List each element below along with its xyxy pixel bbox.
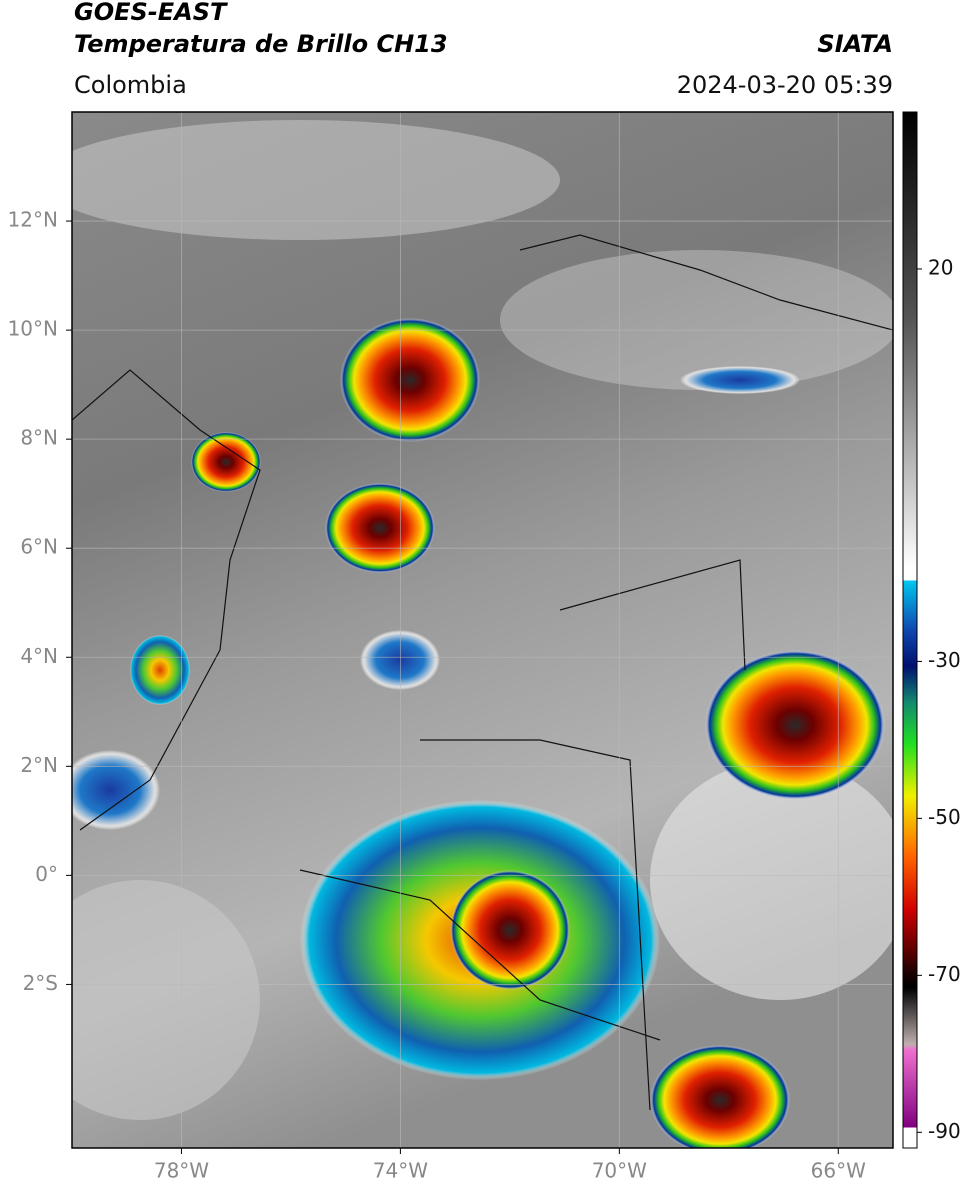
storm — [650, 1045, 790, 1148]
cloud-cell — [72, 750, 160, 830]
cloud-cell — [130, 635, 190, 705]
colorbar-tick-label: -30 — [928, 648, 961, 672]
storm — [191, 432, 261, 492]
lat-tick-label: 4°N — [20, 644, 58, 668]
lat-tick-label: 8°N — [20, 426, 58, 450]
lat-tick-label: 6°N — [20, 535, 58, 559]
lon-tick-label: 66°W — [811, 1159, 866, 1183]
lon-tick-label: 70°W — [592, 1159, 647, 1183]
lat-tick-label: 0° — [35, 862, 58, 886]
region: Colombia — [74, 71, 187, 99]
map-frame — [71, 111, 894, 1149]
lat-tick-label: 2°N — [20, 753, 58, 777]
title: GOES-EAST — [74, 0, 228, 26]
satellite-image — [72, 112, 893, 1148]
title: Temperatura de Brillo CH13 — [74, 30, 448, 58]
timestamp: 2024-03-20 05:39 — [677, 71, 893, 99]
storm — [450, 870, 570, 990]
lon-tick-label: 74°W — [373, 1159, 428, 1183]
lat-tick-label: 2°S — [23, 971, 58, 995]
cloud-cell — [680, 366, 800, 394]
storm — [325, 483, 435, 573]
colorbar-tick-label: -70 — [928, 962, 961, 986]
colorbar — [902, 111, 918, 1149]
colorbar-tick-label: -50 — [928, 805, 961, 829]
lon-tick-label: 78°W — [154, 1159, 209, 1183]
storm — [705, 650, 885, 800]
source: SIATA — [817, 30, 893, 58]
storm — [340, 318, 480, 442]
colorbar-tick-label: 20 — [928, 255, 953, 279]
border — [72, 234, 893, 1111]
cloud — [500, 250, 893, 390]
cloud — [72, 880, 260, 1120]
colorbar-tick-label: -90 — [928, 1119, 961, 1143]
cloud — [72, 120, 560, 240]
lat-tick-label: 12°N — [8, 208, 58, 232]
lat-tick-label: 10°N — [8, 317, 58, 341]
cloud — [650, 760, 893, 1000]
